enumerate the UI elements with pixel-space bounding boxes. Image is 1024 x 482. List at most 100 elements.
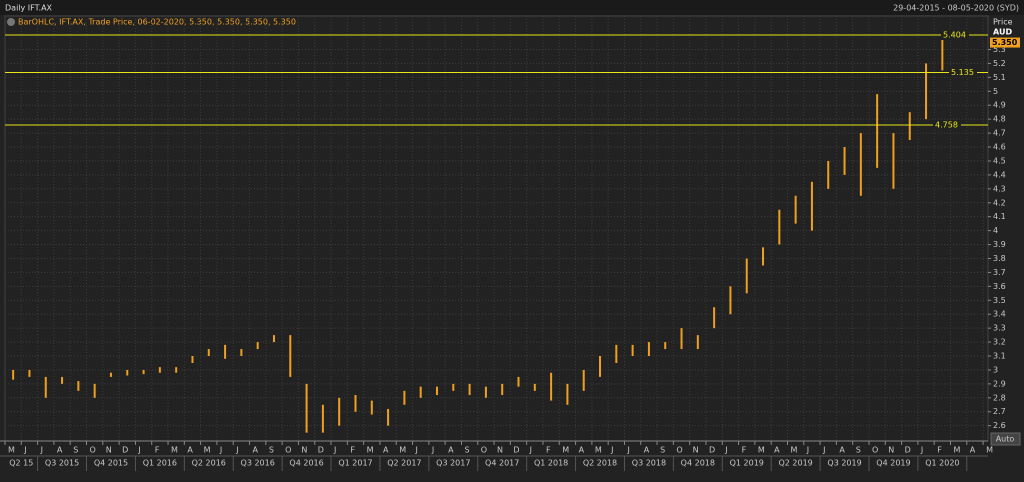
x-tick-label: A xyxy=(253,446,259,455)
x-tick-label: N xyxy=(888,446,894,455)
date-range: 29-04-2015 - 08-05-2020 (SYD) xyxy=(893,4,1019,13)
x-tick-label: J xyxy=(806,446,809,455)
x-tick-label: M xyxy=(171,446,178,455)
x-tick-label: F xyxy=(350,446,355,455)
axis-label: Price xyxy=(993,18,1013,27)
x-tick-label: A xyxy=(57,446,63,455)
last-price-tag xyxy=(990,37,1020,48)
x-tick-label: A xyxy=(644,446,650,455)
y-tick-label: 4.3 xyxy=(993,184,1006,193)
x-tick-label: J xyxy=(920,446,923,455)
quarter-label: Q4 2016 xyxy=(289,459,323,468)
level-label: 5.135 xyxy=(951,68,974,77)
x-tick-label: N xyxy=(106,446,112,455)
x-tick-label: J xyxy=(333,446,336,455)
x-tick-label: O xyxy=(90,446,96,455)
quarter-label: Q3 2016 xyxy=(241,459,275,468)
y-tick-label: 4.5 xyxy=(993,156,1006,165)
x-tick-label: O xyxy=(872,446,878,455)
y-tick-label: 2.6 xyxy=(993,421,1006,430)
x-tick-label: A xyxy=(970,446,976,455)
y-tick-label: 2.7 xyxy=(993,407,1006,416)
x-tick-label: M xyxy=(399,446,406,455)
y-tick-label: 4.2 xyxy=(993,198,1006,207)
x-tick-label: M xyxy=(562,446,569,455)
quarter-label: Q4 2019 xyxy=(876,459,910,468)
level-label: 4.758 xyxy=(935,121,958,130)
y-tick-label: 3.7 xyxy=(993,268,1006,277)
y-tick-label: 4 xyxy=(993,226,998,235)
x-tick-label: M xyxy=(367,446,374,455)
quarter-label: Q2 2017 xyxy=(387,459,421,468)
y-tick-label: 3.9 xyxy=(993,240,1006,249)
quarter-label: Q1 2018 xyxy=(534,459,568,468)
x-tick-label: F xyxy=(742,446,747,455)
x-tick-label: J xyxy=(235,446,238,455)
x-tick-label: S xyxy=(856,446,861,455)
quarter-label: Q4 2018 xyxy=(681,459,715,468)
quarter-label: Q3 2015 xyxy=(45,459,79,468)
y-tick-label: 5 xyxy=(993,87,998,96)
x-tick-label: D xyxy=(905,446,911,455)
level-label-bg xyxy=(941,30,969,41)
y-tick-label: 4.7 xyxy=(993,129,1006,138)
auto-button-label[interactable]: Auto xyxy=(996,435,1015,444)
quarter-label: Q1 2019 xyxy=(730,459,764,468)
x-tick-label: J xyxy=(626,446,629,455)
x-tick-label: A xyxy=(383,446,389,455)
x-tick-label: N xyxy=(497,446,503,455)
quarter-label: Q3 2019 xyxy=(827,459,861,468)
x-tick-label: M xyxy=(758,446,765,455)
x-tick-label: S xyxy=(464,446,469,455)
x-tick-label: A xyxy=(448,446,454,455)
x-tick-label: J xyxy=(415,446,418,455)
quarter-label: Q1 2016 xyxy=(143,459,177,468)
y-tick-label: 3.5 xyxy=(993,296,1006,305)
x-tick-label: J xyxy=(23,446,26,455)
quarter-label: Q1 2020 xyxy=(925,459,959,468)
x-tick-label: A xyxy=(579,446,585,455)
auto-button[interactable] xyxy=(990,432,1021,446)
x-tick-label: N xyxy=(301,446,307,455)
y-tick-label: 5.2 xyxy=(993,59,1006,68)
quarter-label: Q4 2015 xyxy=(94,459,128,468)
level-label-bg xyxy=(949,67,977,78)
x-tick-label: J xyxy=(40,446,43,455)
x-tick-label: O xyxy=(481,446,487,455)
x-tick-label: F xyxy=(937,446,942,455)
y-tick-label: 3.1 xyxy=(993,352,1006,361)
quarter-label: Q2 2018 xyxy=(583,459,617,468)
y-tick-label: 3.3 xyxy=(993,324,1006,333)
x-tick-label: J xyxy=(822,446,825,455)
legend-icon[interactable] xyxy=(7,18,15,26)
x-tick-label: J xyxy=(137,446,140,455)
x-tick-label: M xyxy=(986,446,993,455)
x-tick-label: F xyxy=(155,446,160,455)
x-tick-label: M xyxy=(8,446,15,455)
y-tick-label: 4.8 xyxy=(993,115,1006,124)
x-tick-label: O xyxy=(285,446,291,455)
quarter-label: Q3 2017 xyxy=(436,459,470,468)
y-tick-label: 2.8 xyxy=(993,393,1006,402)
level-label-bg xyxy=(933,120,961,131)
y-tick-label: 5.1 xyxy=(993,73,1006,82)
x-tick-label: M xyxy=(790,446,797,455)
legend: BarOHLC, IFT.AX, Trade Price, 06-02-2020… xyxy=(18,18,296,27)
last-price-label: 5.350 xyxy=(992,38,1018,47)
header-bar xyxy=(0,0,1024,15)
x-tick-label: A xyxy=(187,446,193,455)
x-tick-label: S xyxy=(660,446,665,455)
y-tick-label: 3 xyxy=(993,365,998,374)
y-tick-label: 4.6 xyxy=(993,143,1006,152)
quarter-label: Q3 2018 xyxy=(632,459,666,468)
x-tick-label: M xyxy=(954,446,961,455)
x-tick-label: J xyxy=(431,446,434,455)
y-tick-label: 4.1 xyxy=(993,212,1006,221)
x-tick-label: J xyxy=(724,446,727,455)
y-tick-label: 4.9 xyxy=(993,101,1006,110)
x-tick-label: J xyxy=(610,446,613,455)
y-tick-label: 3.6 xyxy=(993,282,1006,291)
x-tick-label: N xyxy=(693,446,699,455)
